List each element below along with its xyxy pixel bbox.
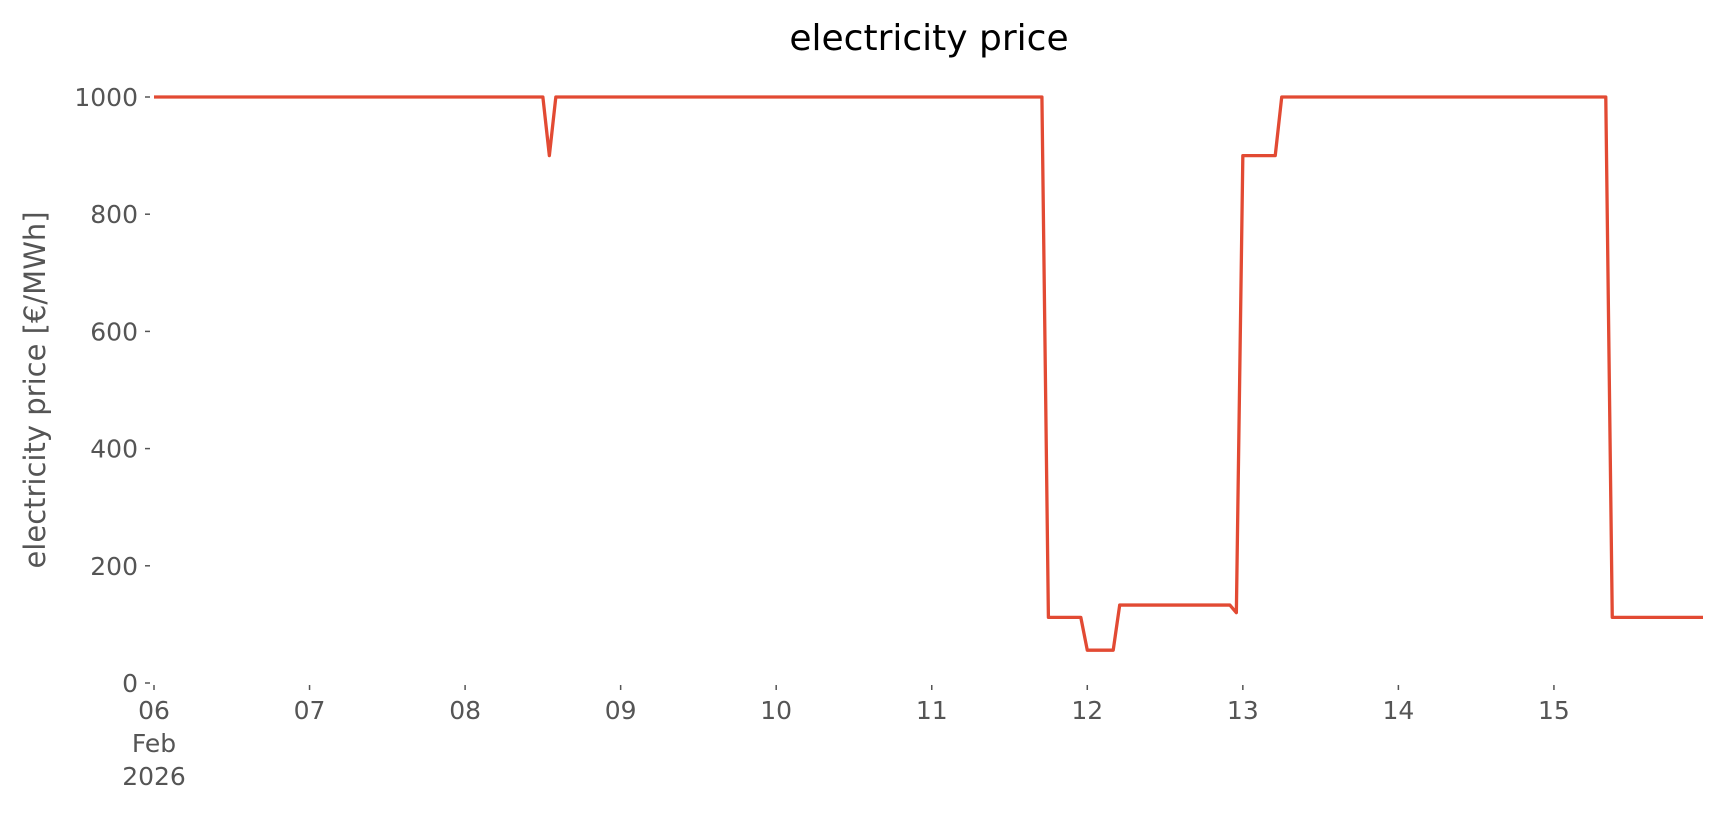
y-axis-label: electricity price [€/MWh] [18,211,52,568]
price-line [154,95,1703,652]
y-tick-label: 0 [122,669,138,698]
y-tick-label: 400 [90,435,138,464]
x-tick-label: 11 [916,696,948,725]
chart-title: electricity price [789,18,1068,59]
x-tick-label: 15 [1538,696,1570,725]
y-tick-label: 200 [90,552,138,581]
y-tick-label: 600 [90,317,138,346]
x-tick-label: 09 [605,696,637,725]
x-tick-label: 13 [1227,696,1259,725]
x-tick-label: 12 [1071,696,1103,725]
y-tick-label: 1000 [74,83,138,112]
x-tick-label: 08 [449,696,481,725]
y-tick-label: 800 [90,200,138,229]
x-tick-label: 14 [1382,696,1414,725]
x-tick-label: 06 Feb 2026 [122,696,186,791]
x-tick-label: 07 [294,696,326,725]
x-tick-label: 10 [760,696,792,725]
